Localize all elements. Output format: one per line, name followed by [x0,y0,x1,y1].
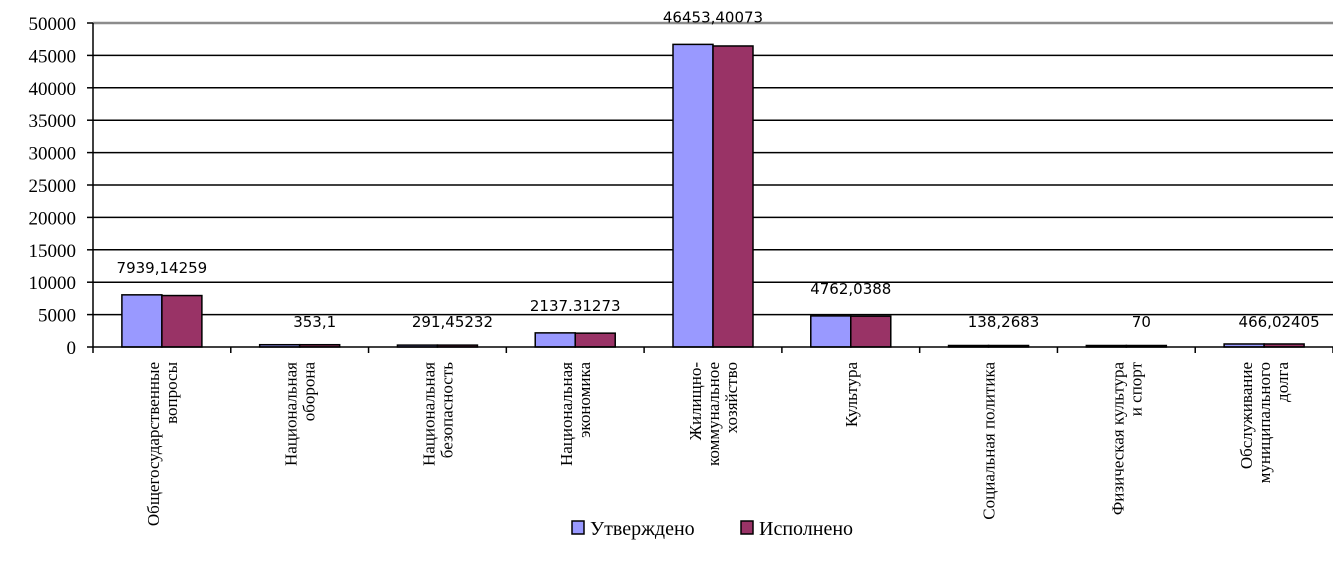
category-label: Обслуживание муниципального долга [1237,362,1292,484]
y-tick-label: 20000 [29,208,77,229]
y-tick-label: 5000 [38,306,76,327]
category-label-line: коммунальное [704,362,723,466]
category-label: Жилищно-коммунальное хозяйство [686,362,741,466]
category-label-line: долга [1273,362,1292,402]
legend-label-approved: Утверждено [590,518,695,540]
bars [121,43,1305,348]
data-label: 2137.31273 [530,297,621,315]
data-label: 4762,0388 [810,280,891,298]
bar-approved [121,294,163,348]
category-label-line: Физическая культура [1108,362,1127,516]
category-label: Физическая культура и спорт [1108,361,1145,515]
category-label-line: и спорт [1126,361,1145,416]
category-label: Национальная безопасность [419,362,456,466]
data-label: 353,1 [293,313,336,331]
y-tick-label: 25000 [29,176,77,197]
category-label: Общегосударственные вопросы [144,361,181,526]
bar-executed [574,332,616,348]
category-label-line: Жилищно- [686,362,705,441]
category-label-line: хозяйство [722,362,741,433]
category-label-line: муниципального [1255,362,1274,483]
data-labels: 7939,14259 353,1 291,45232 2137.31273 46453,… [117,8,1320,331]
bar-executed [161,294,203,348]
category-label: Социальная политика [980,362,999,520]
legend-swatch-approved [571,520,585,535]
category-label-line: Национальная [282,362,301,466]
y-tick-label: 0 [67,338,77,359]
legend-swatch-executed [740,520,754,535]
bar-executed [850,315,892,348]
category-label-line: Общегосударственные [144,362,163,526]
bar-approved [534,332,576,348]
bar-executed [712,45,754,348]
category-label: Культура [842,362,861,428]
bar-approved [672,43,714,348]
y-tick-label: 10000 [29,273,77,294]
category-label-line: Национальная [557,362,576,466]
category-label: Национальная оборона [282,362,319,466]
data-label: 70 [1132,313,1151,331]
data-label: 466,02405 [1239,313,1320,331]
y-tick-label: 40000 [29,79,77,100]
legend-label-executed: Исполнено [759,518,853,540]
category-label-line: безопасность [437,362,456,458]
bar-approved [810,315,852,348]
y-axis: 0 5000 10000 15000 20000 25000 30000 35000 40000… [29,14,94,359]
y-tick-label: 50000 [29,14,77,35]
y-tick-label: 30000 [29,144,77,165]
data-label: 138,2683 [968,313,1040,331]
x-axis: Общегосударственные вопросы Национальная об… [92,346,1333,526]
category-label-line: Культура [842,362,861,428]
category-label-line: Национальная [419,362,438,466]
data-label: 46453,40073 [663,8,763,26]
category-label-line: Социальная политика [980,362,999,520]
y-tick-label: 15000 [29,241,77,262]
category-label-line: оборона [300,362,319,422]
y-tick-label: 45000 [29,46,77,67]
y-tick-label: 35000 [29,111,77,132]
data-label: 291,45232 [412,313,493,331]
category-label: Национальная экономика [557,362,594,466]
category-label-line: Обслуживание [1237,362,1256,469]
category-label-line: экономика [575,362,594,438]
data-label: 7939,14259 [117,259,208,277]
legend: Утверждено Исполнено [571,518,853,540]
category-label-line: вопросы [162,361,181,423]
